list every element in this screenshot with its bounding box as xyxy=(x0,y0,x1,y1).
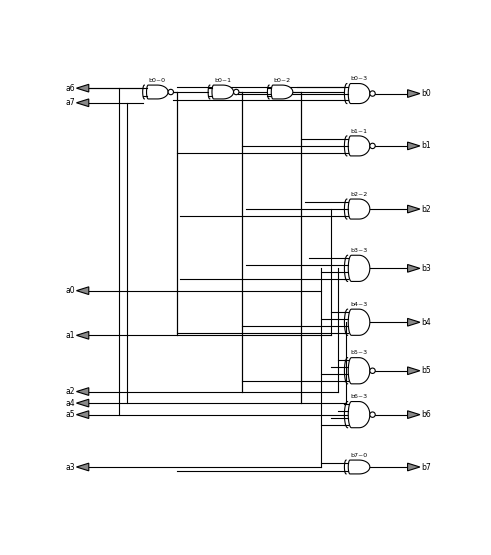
Text: b0~1: b0~1 xyxy=(214,78,231,83)
Polygon shape xyxy=(408,90,420,97)
Circle shape xyxy=(168,89,173,95)
Polygon shape xyxy=(77,287,89,295)
Text: a3: a3 xyxy=(65,462,75,472)
Polygon shape xyxy=(348,357,370,384)
Polygon shape xyxy=(408,205,420,213)
Polygon shape xyxy=(408,265,420,272)
Text: b4: b4 xyxy=(421,318,431,327)
Text: a2: a2 xyxy=(65,387,75,396)
Polygon shape xyxy=(408,142,420,150)
Text: a5: a5 xyxy=(65,410,75,419)
Polygon shape xyxy=(348,309,370,335)
Text: b1: b1 xyxy=(421,142,431,150)
Polygon shape xyxy=(348,199,370,219)
Text: b0~3: b0~3 xyxy=(351,76,368,81)
Polygon shape xyxy=(212,85,234,99)
Text: b7: b7 xyxy=(421,462,431,472)
Polygon shape xyxy=(348,460,370,474)
Polygon shape xyxy=(348,136,370,156)
Text: b3~3: b3~3 xyxy=(351,248,368,253)
Circle shape xyxy=(370,368,375,374)
Text: a0: a0 xyxy=(65,286,75,295)
Text: b5~3: b5~3 xyxy=(351,350,368,355)
Polygon shape xyxy=(77,99,89,107)
Text: b0~2: b0~2 xyxy=(273,78,291,83)
Polygon shape xyxy=(77,388,89,395)
Text: b6~3: b6~3 xyxy=(351,394,368,399)
Circle shape xyxy=(234,89,239,95)
Text: b1~1: b1~1 xyxy=(351,129,368,134)
Polygon shape xyxy=(77,84,89,92)
Polygon shape xyxy=(146,85,168,99)
Text: b7~0: b7~0 xyxy=(351,453,368,458)
Text: a1: a1 xyxy=(65,331,75,340)
Text: a7: a7 xyxy=(65,98,75,107)
Text: b0: b0 xyxy=(421,89,431,98)
Text: b5: b5 xyxy=(421,366,431,375)
Polygon shape xyxy=(77,399,89,407)
Polygon shape xyxy=(408,367,420,375)
Polygon shape xyxy=(408,319,420,326)
Polygon shape xyxy=(348,402,370,428)
Circle shape xyxy=(370,412,375,417)
Text: b3: b3 xyxy=(421,264,431,273)
Polygon shape xyxy=(77,411,89,418)
Text: a4: a4 xyxy=(65,398,75,407)
Polygon shape xyxy=(408,463,420,471)
Polygon shape xyxy=(408,411,420,418)
Circle shape xyxy=(370,91,375,96)
Polygon shape xyxy=(77,331,89,339)
Text: b6: b6 xyxy=(421,410,431,419)
Text: a6: a6 xyxy=(65,84,75,93)
Circle shape xyxy=(370,143,375,149)
Text: b2~2: b2~2 xyxy=(351,191,368,196)
Text: b0~0: b0~0 xyxy=(149,78,166,83)
Text: b2: b2 xyxy=(421,205,431,214)
Polygon shape xyxy=(77,463,89,471)
Polygon shape xyxy=(271,85,293,99)
Polygon shape xyxy=(348,84,370,104)
Polygon shape xyxy=(348,255,370,281)
Text: b4~3: b4~3 xyxy=(351,302,368,307)
